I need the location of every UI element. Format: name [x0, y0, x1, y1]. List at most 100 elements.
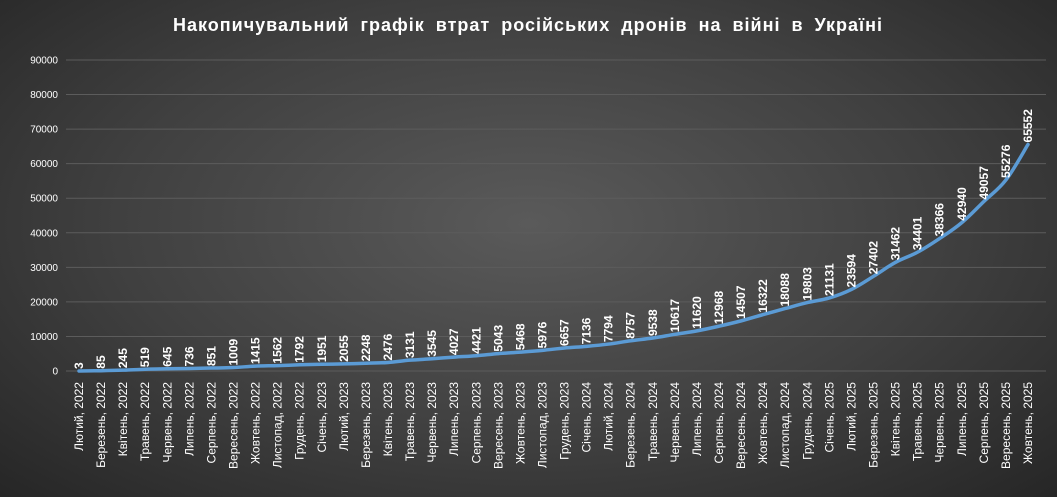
x-tick-label: Грудень, 2023: [558, 382, 572, 460]
x-tick-label: Грудень, 2024: [800, 382, 814, 460]
x-tick-label: Серпень, 2023: [469, 382, 483, 464]
y-axis: 0 10000 20000 30000 40000 50000 60000 70000 8000…: [30, 56, 58, 378]
series-line: [77, 142, 1030, 373]
data-label: 21131: [822, 263, 836, 296]
data-label: 1792: [293, 336, 307, 363]
data-label: 2055: [337, 335, 351, 362]
data-label: 3545: [425, 330, 439, 357]
y-tick-label: 90000: [30, 56, 58, 67]
x-tick-label: Червень, 2025: [933, 382, 947, 463]
data-label: 18088: [778, 273, 792, 307]
data-label: 4027: [447, 328, 461, 355]
data-label: 16322: [756, 279, 770, 313]
y-tick-label: 50000: [30, 194, 58, 205]
x-tick-label: Травень, 2023: [403, 382, 417, 461]
x-tick-label: Лютий, 2025: [844, 382, 858, 451]
x-tick-label: Травень, 2024: [646, 382, 660, 461]
x-tick-label: Липень, 2022: [182, 382, 196, 456]
x-tick-label: Березень, 2023: [359, 382, 373, 468]
data-label: 49057: [977, 166, 991, 200]
chart-title: Накопичувальний графік втрат російських …: [173, 15, 883, 35]
x-tick-label: Березень, 2024: [624, 382, 638, 468]
x-tick-label: Червень, 2024: [668, 382, 682, 463]
data-label: 7794: [602, 315, 616, 342]
x-tick-label: Березень, 2022: [94, 382, 108, 468]
x-tick-label: Червень, 2022: [160, 382, 174, 463]
x-tick-label: Липень, 2025: [955, 382, 969, 456]
x-tick-label: Травень, 2022: [138, 382, 152, 461]
x-tick-label: Листопад, 2022: [271, 382, 285, 468]
data-label: 245: [116, 348, 130, 368]
x-tick-label: Червень, 2023: [425, 382, 439, 463]
y-tick-label: 20000: [30, 297, 58, 308]
data-label: 42940: [955, 187, 969, 221]
y-tick-label: 60000: [30, 159, 58, 170]
data-label: 1562: [271, 337, 285, 364]
data-label: 2476: [381, 333, 395, 360]
data-label: 851: [204, 346, 218, 366]
data-label: 4421: [469, 327, 483, 354]
x-tick-label: Квітень, 2023: [381, 382, 395, 457]
data-label: 6657: [558, 319, 572, 346]
x-axis: Лютий, 2022 Березень, 2022 Квітень, 2022 Тр…: [72, 382, 1035, 469]
x-tick-label: Квітень, 2025: [889, 382, 903, 457]
data-label: 65552: [1021, 109, 1035, 143]
x-tick-label: Серпень, 2022: [204, 382, 218, 464]
x-tick-label: Лютий, 2022: [72, 382, 86, 451]
data-label: 31462: [889, 227, 903, 261]
data-label: 3131: [403, 331, 417, 358]
data-label: 19803: [800, 267, 814, 301]
x-tick-label: Січень, 2025: [822, 382, 836, 453]
y-tick-label: 80000: [30, 90, 58, 101]
data-label: 2248: [359, 334, 373, 361]
x-tick-label: Березень, 2025: [867, 382, 881, 468]
x-tick-label: Липень, 2023: [447, 382, 461, 456]
x-tick-label: Квітень, 2022: [116, 382, 130, 457]
x-tick-label: Листопад, 2024: [778, 382, 792, 468]
x-tick-label: Жовтень, 2023: [513, 382, 527, 464]
data-label: 8757: [624, 312, 638, 339]
y-tick-label: 30000: [30, 263, 58, 274]
data-label: 736: [182, 346, 196, 366]
data-label: 34401: [911, 216, 925, 250]
data-label: 645: [160, 346, 174, 366]
x-tick-label: Грудень, 2022: [293, 382, 307, 460]
x-tick-label: Січень, 2024: [580, 382, 594, 453]
x-tick-label: Вересень, 2025: [999, 382, 1013, 469]
x-tick-label: Серпень, 2024: [712, 382, 726, 464]
x-tick-label: Травень, 2025: [911, 382, 925, 461]
data-label: 23594: [844, 254, 858, 288]
x-tick-label: Вересень, 2023: [491, 382, 505, 469]
data-label: 38366: [933, 203, 947, 237]
x-tick-label: Жовтень, 2022: [249, 382, 263, 464]
data-label: 27402: [867, 241, 881, 275]
x-tick-label: Серпень, 2025: [977, 382, 991, 464]
x-tick-label: Вересень, 2024: [734, 382, 748, 469]
data-label: 1415: [249, 337, 263, 364]
data-label: 11620: [690, 296, 704, 329]
data-label: 55276: [999, 144, 1013, 178]
y-tick-label: 0: [52, 367, 58, 378]
data-label: 519: [138, 347, 152, 367]
x-tick-label: Вересень, 2022: [226, 382, 240, 469]
data-label: 1009: [226, 338, 240, 365]
data-label: 5468: [513, 323, 527, 350]
data-label: 5043: [491, 325, 505, 352]
x-tick-label: Січень, 2023: [315, 382, 329, 453]
data-label: 12968: [712, 290, 726, 324]
data-labels: 3 85 245 519 645 736 851 1009 1415 1562 1792 1951 20…: [72, 109, 1035, 369]
data-label: 5976: [535, 321, 549, 348]
data-label: 9538: [646, 309, 660, 336]
gridlines: [66, 59, 1046, 372]
y-tick-label: 10000: [30, 332, 58, 343]
data-label: 10617: [668, 299, 682, 333]
data-label: 85: [94, 355, 108, 369]
data-label: 1951: [315, 335, 329, 362]
x-tick-label: Лютий, 2023: [337, 382, 351, 451]
x-tick-label: Жовтень, 2024: [756, 382, 770, 464]
y-tick-label: 40000: [30, 228, 58, 239]
x-tick-label: Липень, 2024: [690, 382, 704, 456]
x-tick-label: Листопад, 2023: [535, 382, 549, 468]
series-path: [77, 142, 1030, 373]
